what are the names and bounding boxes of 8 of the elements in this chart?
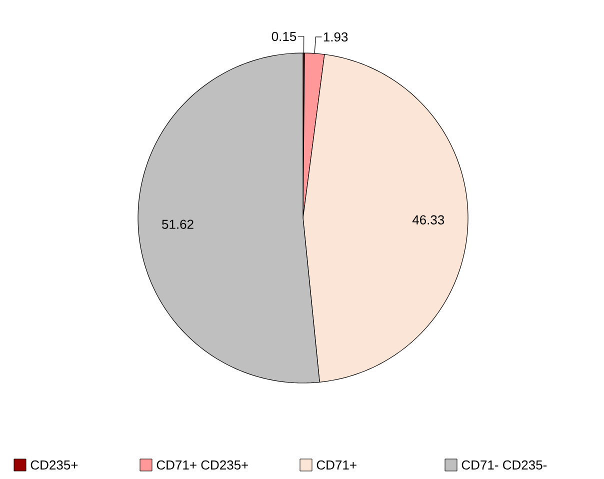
data-label: 1.93 bbox=[324, 32, 348, 42]
data-label: 46.33 bbox=[412, 215, 444, 224]
legend-label: CD235+ bbox=[30, 460, 78, 470]
legend-label: CD71+ bbox=[316, 460, 356, 470]
data-label: 51.62 bbox=[162, 220, 194, 229]
legend-label: CD71+ CD235+ bbox=[156, 460, 248, 470]
data-label: 0.15 bbox=[272, 32, 296, 42]
legend-label: CD71- CD235- bbox=[462, 460, 547, 470]
